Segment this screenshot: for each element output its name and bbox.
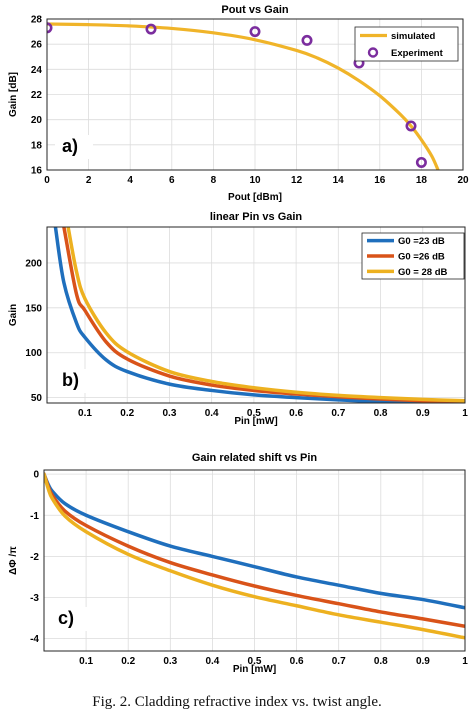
y-axis-label: Gain [dB] <box>8 72 19 117</box>
x-tick-label: 20 <box>457 175 469 186</box>
y-tick-label: 0 <box>33 470 39 481</box>
y-tick-label: -1 <box>30 511 39 522</box>
x-axis-label: Pin [mW] <box>234 416 277 427</box>
x-tick-label: 0.5 <box>247 408 261 419</box>
data-point <box>47 22 53 34</box>
data-point <box>145 23 157 35</box>
y-axis-label: Gain <box>8 304 19 326</box>
x-tick-label: 0.4 <box>205 408 219 419</box>
y-tick-label: 28 <box>31 15 43 26</box>
y-tick-label: 22 <box>31 90 43 101</box>
x-tick-label: 14 <box>333 175 345 186</box>
panel-label: b) <box>55 369 93 393</box>
series-line <box>66 227 465 403</box>
x-tick-label: 0.1 <box>79 656 93 667</box>
x-tick-label: 8 <box>211 175 217 186</box>
y-tick-label: 18 <box>31 140 43 151</box>
x-tick-label: 4 <box>127 175 133 186</box>
x-tick-label: 18 <box>416 175 428 186</box>
y-tick-label: -4 <box>30 634 39 645</box>
y-tick-label: -3 <box>30 593 39 604</box>
x-tick-label: 10 <box>249 175 261 186</box>
x-tick-label: 0.1 <box>78 408 92 419</box>
x-tick-label: 0.8 <box>374 408 388 419</box>
legend-marker <box>367 47 379 58</box>
panel-label-text: b) <box>62 370 79 390</box>
panel-label: a) <box>55 135 93 159</box>
data-point <box>249 26 261 38</box>
series-group <box>53 227 465 403</box>
panel-label-bg <box>51 607 89 631</box>
x-tick-label: 2 <box>86 175 92 186</box>
y-tick-label: -2 <box>30 552 39 563</box>
panel-label: c) <box>51 607 89 631</box>
data-point <box>415 156 427 168</box>
chart-title: Pout vs Gain <box>221 4 289 16</box>
x-tick-label: 0.4 <box>205 656 219 667</box>
panel-label-text: a) <box>62 136 78 156</box>
data-point <box>301 34 313 46</box>
legend-label: G0 = 28 dB <box>398 267 448 278</box>
data-point <box>405 120 417 132</box>
axes-frame <box>43 469 466 652</box>
series-line <box>53 227 465 403</box>
x-tick-label: 1 <box>462 656 468 667</box>
legend-label: G0 =23 dB <box>398 236 445 247</box>
x-tick-label: 0.3 <box>162 408 176 419</box>
figure-caption: Fig. 2. Cladding refractive index vs. tw… <box>92 694 382 710</box>
y-tick-label: 100 <box>25 348 42 359</box>
legend-label: G0 =26 dB <box>398 252 445 263</box>
x-tick-label: 0.2 <box>120 408 134 419</box>
y-tick-label: 24 <box>31 65 43 76</box>
chart-panel-3: 0.1 0.2 0.3 0.4 0.5 0.6 0.7 0.8 0.9 1 0 -1 -2 -3 -4 Gai… <box>8 452 468 675</box>
panel-label-bg <box>55 135 93 159</box>
x-tick-label: 0.9 <box>416 656 430 667</box>
x-tick-label: 0.3 <box>163 656 177 667</box>
x-tick-label: 16 <box>374 175 386 186</box>
axes-frame <box>46 226 466 404</box>
series-line <box>44 472 465 640</box>
y-tick-label: 20 <box>31 115 43 126</box>
x-tick-label: 0 <box>44 175 50 186</box>
x-tick-label: 0.8 <box>374 656 388 667</box>
legend: simulated Experiment <box>354 26 459 62</box>
x-tick-label: 1 <box>462 408 468 419</box>
y-tick-label: 150 <box>25 303 42 314</box>
x-tick-label: 0.2 <box>121 656 135 667</box>
x-tick-label: 0.9 <box>416 408 430 419</box>
axes-frame <box>46 18 464 171</box>
x-tick-label: 0.7 <box>331 408 345 419</box>
legend: G0 =23 dB G0 =26 dB G0 = 28 dB <box>361 232 465 280</box>
panel-label-bg <box>55 369 93 393</box>
x-axis-label: Pin [mW] <box>233 664 276 675</box>
y-tick-label: 50 <box>31 393 43 404</box>
series-line <box>44 472 465 610</box>
x-tick-label: 0.5 <box>248 656 262 667</box>
chart-panel-2: 0.1 0.2 0.3 0.4 0.5 0.6 0.7 0.8 0.9 150100150200l… <box>8 211 468 427</box>
chart-title: linear Pin vs Gain <box>210 211 303 223</box>
legend-label: Experiment <box>391 48 444 59</box>
x-tick-label: 6 <box>169 175 175 186</box>
series-group <box>47 22 440 170</box>
y-tick-label: 26 <box>31 40 43 51</box>
y-axis-label: ΔΦ /π <box>8 546 19 575</box>
series-line <box>47 22 440 170</box>
y-tick-label: 200 <box>25 258 42 269</box>
x-tick-label: 12 <box>291 175 303 186</box>
legend-label: simulated <box>391 31 436 42</box>
panel-label-text: c) <box>58 608 74 628</box>
chart-title: Gain related shift vs Pin <box>192 452 318 464</box>
x-tick-label: 0.6 <box>290 656 304 667</box>
y-tick-label: 16 <box>31 166 43 177</box>
series-group <box>44 472 465 640</box>
x-tick-label: 0.7 <box>332 656 346 667</box>
x-tick-label: 0.6 <box>289 408 303 419</box>
x-axis-label: Pout [dBm] <box>228 192 282 203</box>
